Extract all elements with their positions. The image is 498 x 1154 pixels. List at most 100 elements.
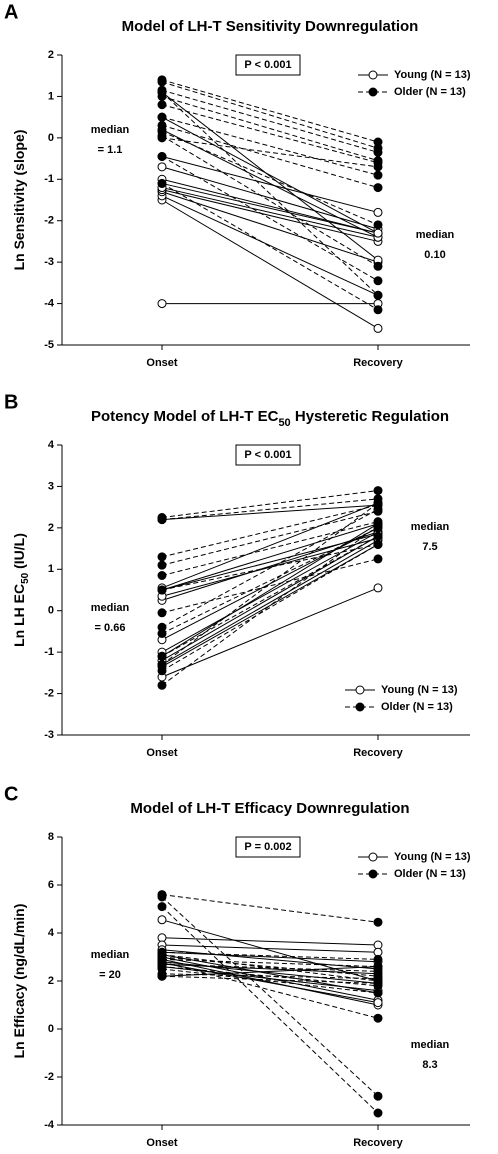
y-tick-label: 4 — [48, 927, 55, 939]
median-annotation: = 1.1 — [98, 144, 123, 156]
y-tick-label: 1 — [48, 563, 54, 575]
y-tick-label: 6 — [48, 879, 54, 891]
subject-line — [161, 124, 379, 189]
subject-line — [161, 178, 379, 234]
legend-label: Older (N = 13) — [394, 868, 466, 880]
subject-point — [373, 323, 383, 333]
median-annotation: median — [411, 1039, 450, 1051]
subject-line — [161, 131, 379, 226]
subject-line — [161, 187, 379, 238]
median-annotation: 0.10 — [424, 249, 445, 261]
subject-point — [373, 290, 383, 300]
y-tick-label: 2 — [48, 49, 54, 61]
legend-marker — [368, 87, 378, 97]
subject-line — [161, 504, 379, 521]
subject-line — [161, 527, 379, 641]
subject-line — [161, 535, 379, 657]
subject-point — [373, 521, 383, 531]
subject-point — [157, 299, 167, 309]
subject-point — [373, 531, 383, 541]
subject-point — [157, 552, 167, 562]
p-value: P < 0.001 — [244, 449, 291, 461]
subject-line — [161, 490, 379, 518]
subject-line — [161, 104, 379, 164]
legend-marker — [368, 869, 378, 879]
subject-point — [157, 666, 167, 676]
subject-point — [373, 207, 383, 217]
subject-line — [161, 502, 379, 589]
legend-label: Young (N = 13) — [394, 69, 471, 81]
y-tick-label: -3 — [44, 729, 54, 741]
subject-point — [373, 162, 383, 172]
subject-line — [161, 539, 379, 666]
subject-line — [161, 543, 379, 668]
subject-line — [161, 954, 379, 982]
y-axis-label: Ln Efficacy (ng/dL/min) — [11, 904, 27, 1059]
text-part: Model of LH-T Efficacy Downregulation — [130, 800, 409, 817]
y-tick-label: 1 — [48, 90, 54, 102]
subject-line — [161, 543, 379, 672]
y-tick-label: -3 — [44, 256, 54, 268]
x-tick-label: Recovery — [353, 747, 403, 759]
subject-line — [161, 966, 379, 992]
subject-point — [373, 228, 383, 238]
y-axis-label: Ln Sensitivity (slope) — [11, 130, 27, 271]
subject-line — [161, 523, 379, 591]
text-part: Ln Efficacy (ng/dL/min) — [11, 904, 27, 1059]
subject-point — [373, 539, 383, 549]
y-tick-label: -1 — [44, 173, 54, 185]
legend-label: Older (N = 13) — [394, 86, 466, 98]
subscript: 50 — [278, 417, 290, 429]
subject-line — [161, 135, 379, 267]
subject-line — [161, 906, 379, 1114]
p-value: P = 0.002 — [244, 841, 291, 853]
x-tick-label: Recovery — [353, 1137, 403, 1149]
y-tick-label: 0 — [48, 132, 54, 144]
subject-point — [157, 651, 167, 661]
subject-point — [373, 1108, 383, 1118]
subject-point — [373, 170, 383, 180]
subject-line — [161, 199, 379, 329]
subject-point — [157, 100, 167, 110]
subject-point — [157, 571, 167, 580]
subject-point — [373, 917, 383, 927]
panel-label: C — [4, 783, 18, 805]
x-tick-label: Onset — [146, 1137, 178, 1149]
subject-line — [161, 79, 379, 143]
subject-line — [161, 137, 379, 168]
subscript: 50 — [20, 572, 31, 584]
subject-point — [157, 962, 167, 972]
subject-point — [157, 892, 167, 902]
subject-line — [161, 896, 379, 1097]
subject-point — [157, 585, 167, 595]
subject-line — [161, 502, 379, 665]
subject-point — [157, 680, 167, 690]
subject-point — [373, 261, 383, 271]
median-annotation: median — [416, 229, 455, 241]
subject-line — [161, 182, 379, 234]
subject-point — [157, 112, 167, 122]
panel-label: A — [4, 1, 18, 23]
y-tick-label: -2 — [44, 1071, 54, 1083]
subject-line — [161, 156, 379, 282]
subject-point — [157, 560, 167, 570]
subject-point — [157, 133, 167, 143]
subject-line — [161, 533, 379, 591]
subject-line — [161, 961, 379, 1019]
y-tick-label: -4 — [44, 1119, 55, 1131]
subject-line — [161, 91, 379, 296]
subject-point — [373, 486, 383, 496]
median-annotation: = 20 — [99, 969, 121, 981]
y-tick-label: -2 — [44, 215, 54, 227]
subject-line — [161, 195, 379, 296]
subject-line — [161, 535, 379, 661]
subject-point — [373, 583, 383, 593]
subject-point — [157, 915, 167, 925]
subject-line — [161, 958, 379, 1006]
subject-point — [157, 608, 167, 618]
subject-point — [373, 1013, 383, 1023]
subject-line — [161, 527, 379, 634]
subject-line — [161, 504, 379, 558]
y-tick-label: -4 — [44, 297, 55, 309]
